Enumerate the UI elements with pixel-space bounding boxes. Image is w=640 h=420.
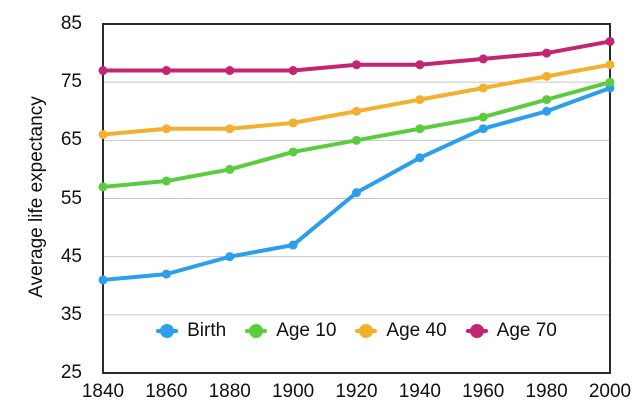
data-point-age-10-2000	[605, 77, 615, 87]
data-point-age-10-1980	[542, 95, 552, 105]
data-point-age-70-2000	[605, 36, 615, 46]
data-point-birth-1980	[542, 106, 552, 116]
data-point-birth-1840	[98, 275, 108, 285]
plot-svg	[98, 23, 615, 374]
legend-marker-icon-birth	[156, 324, 179, 338]
legend-marker-icon-age-10	[245, 324, 268, 338]
legend-marker-dot	[160, 324, 175, 338]
y-tick-label-45: 45	[60, 245, 82, 267]
data-point-age-70-1860	[161, 66, 171, 76]
y-tick-label-85: 85	[60, 13, 82, 34]
legend-label-birth: Birth	[187, 320, 227, 341]
y-axis-title: Average life expectancy	[26, 96, 47, 298]
data-point-age-70-1840	[98, 66, 108, 76]
plot-border	[102, 23, 611, 374]
data-point-age-70-1940	[415, 60, 425, 70]
series-line-age-40	[101, 62, 612, 137]
x-tick-label-1960: 1960	[462, 381, 505, 402]
legend-item-age-70: Age 70	[465, 320, 557, 342]
legend-label-age-10: Age 10	[276, 320, 337, 341]
data-point-age-10-1880	[225, 164, 235, 174]
data-point-birth-1860	[161, 269, 171, 279]
x-tick-label-1920: 1920	[335, 381, 378, 402]
data-point-age-40-1900	[288, 118, 298, 128]
data-point-age-40-1860	[161, 124, 171, 134]
legend-marker-icon-age-40	[355, 324, 378, 338]
data-point-age-70-1980	[542, 48, 552, 58]
legend-label-age-40: Age 40	[386, 320, 447, 341]
legend-item-age-40: Age 40	[355, 320, 447, 342]
legend-marker-dot	[469, 324, 484, 338]
legend-marker-dot	[359, 324, 374, 338]
data-point-age-10-1920	[352, 135, 361, 145]
data-point-age-40-1880	[225, 124, 235, 134]
legend-item-age-10: Age 10	[245, 320, 336, 342]
data-point-age-40-1980	[542, 71, 552, 81]
data-point-birth-1880	[225, 252, 235, 262]
y-tick-label-65: 65	[60, 129, 82, 151]
series-line-age-10	[101, 80, 612, 189]
data-point-birth-1960	[478, 124, 488, 134]
series-line-birth	[101, 85, 612, 282]
data-point-age-70-1900	[288, 66, 298, 76]
y-tick-label-55: 55	[60, 187, 82, 209]
data-point-age-70-1920	[352, 60, 361, 70]
data-point-age-70-1960	[478, 54, 488, 64]
x-tick-label-1940: 1940	[398, 381, 442, 402]
data-point-age-10-1860	[161, 176, 171, 186]
y-tick-label-25: 25	[60, 362, 82, 383]
y-tick-label-75: 75	[60, 71, 82, 93]
data-point-age-40-1920	[352, 106, 361, 116]
legend-item-birth: Birth	[156, 320, 226, 342]
x-tick-label-1900: 1900	[271, 381, 315, 402]
data-point-age-40-2000	[605, 60, 615, 70]
data-point-age-70-1880	[225, 66, 235, 76]
legend-marker-icon-age-70	[465, 324, 488, 338]
legend-label-age-70: Age 70	[496, 320, 557, 341]
data-point-age-40-1840	[98, 130, 108, 140]
x-tick-label-1980: 1980	[525, 381, 568, 402]
data-point-birth-1900	[288, 240, 298, 250]
data-point-age-10-1840	[98, 182, 108, 192]
data-point-age-10-1940	[415, 124, 425, 134]
data-point-birth-1940	[415, 153, 425, 163]
legend: Birth Age 10 Age 40 Age 70	[103, 318, 610, 344]
legend-marker-dot	[249, 324, 264, 338]
data-point-birth-1920	[352, 188, 361, 198]
x-tick-label-1880: 1880	[208, 381, 251, 402]
x-tick-label-1840: 1840	[81, 381, 125, 402]
data-point-age-40-1960	[478, 83, 488, 93]
x-tick-label-2000: 2000	[588, 381, 632, 402]
x-tick-label-1860: 1860	[145, 381, 188, 402]
y-tick-label-35: 35	[60, 303, 82, 325]
data-point-age-10-1900	[288, 147, 298, 157]
data-point-age-40-1940	[415, 95, 425, 105]
data-point-age-10-1960	[478, 112, 488, 122]
